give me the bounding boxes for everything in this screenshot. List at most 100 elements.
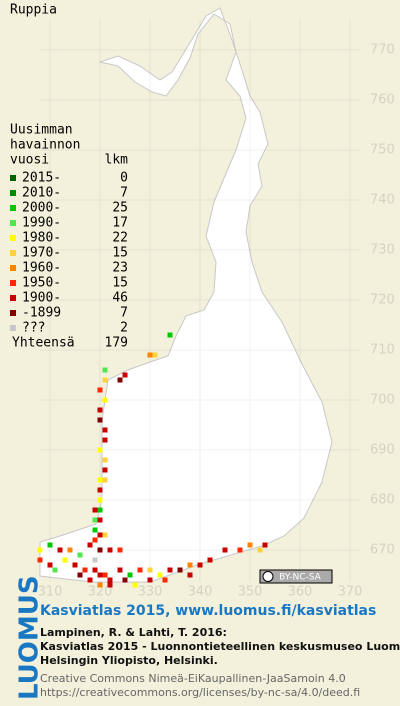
legend-swatch — [10, 310, 16, 316]
legend-swatch — [10, 220, 16, 226]
occurrence-square — [77, 572, 83, 578]
occurrence-square — [247, 542, 253, 548]
occurrence-square — [62, 557, 68, 563]
y-tick-label: 740 — [370, 193, 395, 208]
legend-label: 1970- — [22, 246, 61, 261]
occurrence-square — [97, 447, 103, 453]
occurrence-square — [97, 417, 103, 423]
legend-count: 7 — [120, 186, 128, 201]
legend-header: Uusimman — [10, 123, 73, 138]
occurrence-square — [147, 567, 153, 573]
y-tick-label: 710 — [370, 343, 395, 358]
legend-count: 22 — [112, 231, 128, 246]
logo: LUOMUS — [15, 575, 45, 700]
legend-swatch — [10, 280, 16, 286]
license-line: https://creativecommons.org/licenses/by-… — [40, 686, 360, 699]
legend-count: 0 — [120, 171, 128, 186]
legend-header: havainnon — [10, 138, 80, 153]
x-tick-label: 370 — [338, 585, 363, 600]
occurrence-square — [262, 542, 268, 548]
legend-label: -1899 — [22, 306, 61, 321]
occurrence-square — [97, 487, 103, 493]
occurrence-square — [102, 477, 108, 483]
legend-label: 1950- — [22, 276, 61, 291]
legend-count: 23 — [112, 261, 128, 276]
legend-swatch — [10, 205, 16, 211]
occurrence-square — [92, 567, 98, 573]
y-tick-label: 720 — [370, 293, 395, 308]
legend-label: 1960- — [22, 261, 61, 276]
occurrence-square — [107, 582, 113, 588]
occurrence-square — [187, 562, 193, 568]
x-tick-label: 330 — [138, 585, 163, 600]
headline: Kasviatlas 2015, www.luomus.fi/kasviatla… — [40, 603, 376, 619]
occurrence-square — [57, 547, 63, 553]
legend-label: 2000- — [22, 201, 61, 216]
legend-swatch — [10, 235, 16, 241]
occurrence-square — [92, 517, 98, 523]
y-tick-label: 730 — [370, 243, 395, 258]
occurrence-square — [97, 532, 103, 538]
legend-count: 46 — [112, 291, 128, 306]
legend-label: ??? — [22, 321, 45, 336]
legend-swatch — [10, 175, 16, 181]
legend-label: 2015- — [22, 171, 61, 186]
occurrence-square — [102, 367, 108, 373]
legend-swatch — [10, 295, 16, 301]
occurrence-square — [117, 547, 123, 553]
legend-count: 17 — [112, 216, 128, 231]
y-tick-label: 680 — [370, 493, 395, 508]
license-badge: BY-NC-SA — [259, 569, 333, 584]
legend-count: 2 — [120, 321, 128, 336]
occurrence-square — [102, 532, 108, 538]
legend-label: 1980- — [22, 231, 61, 246]
occurrence-square — [147, 577, 153, 583]
occurrence-square — [147, 352, 153, 358]
occurrence-square — [167, 567, 173, 573]
legend-label: 1990- — [22, 216, 61, 231]
legend-swatch — [10, 190, 16, 196]
occurrence-square — [152, 352, 158, 358]
legend-total: 179 — [105, 336, 128, 351]
occurrence-square — [97, 407, 103, 413]
occurrence-square — [52, 567, 58, 573]
legend-label: 2010- — [22, 186, 61, 201]
occurrence-square — [97, 477, 103, 483]
occurrence-square — [187, 572, 193, 578]
occurrence-square — [87, 542, 93, 548]
legend-count-header: lkm — [105, 153, 129, 168]
occurrence-square — [132, 582, 138, 588]
y-tick-label: 760 — [370, 93, 395, 108]
occurrence-square — [97, 497, 103, 503]
x-tick-label: 310 — [38, 585, 63, 600]
occurrence-square — [92, 537, 98, 543]
occurrence-square — [82, 567, 88, 573]
occurrence-square — [197, 562, 203, 568]
legend-count: 7 — [120, 306, 128, 321]
occurrence-square — [97, 582, 103, 588]
occurrence-square — [127, 572, 133, 578]
occurrence-square — [167, 332, 173, 338]
y-tick-label: 670 — [370, 543, 395, 558]
legend-count: 15 — [112, 276, 128, 291]
occurrence-square — [107, 577, 113, 583]
occurrence-square — [97, 572, 103, 578]
x-tick-label: 350 — [238, 585, 263, 600]
occurrence-square — [117, 377, 123, 383]
license-line: Creative Commons Nimeä-EiKaupallinen-Jaa… — [40, 672, 346, 685]
legend-label: 1900- — [22, 291, 61, 306]
occurrence-square — [67, 547, 73, 553]
legend-swatch — [10, 265, 16, 271]
occurrence-square — [37, 547, 43, 553]
occurrence-square — [102, 572, 108, 578]
occurrence-square — [97, 547, 103, 553]
occurrence-square — [102, 467, 108, 473]
y-tick-label: 700 — [370, 393, 395, 408]
citation-line: Lampinen, R. & Lahti, T. 2016: — [40, 626, 227, 639]
map-title: Ruppia — [10, 3, 57, 18]
occurrence-square — [87, 577, 93, 583]
y-tick-label: 770 — [370, 43, 395, 58]
occurrence-square — [102, 457, 108, 463]
legend-total-label: Yhteensä — [12, 336, 75, 351]
